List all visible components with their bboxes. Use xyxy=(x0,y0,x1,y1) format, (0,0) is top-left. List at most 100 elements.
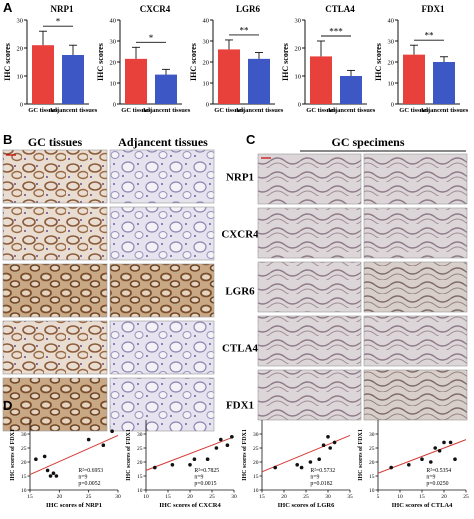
y-tick-label: 30 xyxy=(21,432,27,438)
ihc-specimen-right-fdx1 xyxy=(363,369,468,421)
scatter-xlabel: IHC scores of NRP1 xyxy=(46,502,102,509)
bar-chart-title: FDX1 xyxy=(422,4,445,14)
data-point xyxy=(295,463,300,467)
y-tick-label: 15 xyxy=(253,474,259,480)
bar-chart-ylabel: IHC scores xyxy=(374,43,383,81)
x-category-label: Adjancent tissues xyxy=(142,107,191,114)
marker-label-nrp1: NRP1 xyxy=(226,172,254,184)
x-category-label: Adjancent tissues xyxy=(327,107,376,114)
ihc-specimen-right-ctla4 xyxy=(363,315,468,367)
panel-d-letter: D xyxy=(3,398,12,413)
data-point xyxy=(86,437,91,442)
x-tick-label: 30 xyxy=(325,494,331,500)
x-tick-label: 20 xyxy=(441,494,447,500)
y-tick-label: 30 xyxy=(369,432,375,438)
bar-gc xyxy=(403,54,425,104)
significance-label: ** xyxy=(425,31,435,41)
x-tick-label: 30 xyxy=(115,494,121,500)
data-point xyxy=(429,460,433,464)
scatter-ylabel: IHC scores of FDX1 xyxy=(242,429,248,481)
y-tick-label: 10 xyxy=(110,81,117,88)
y-tick-label: 30 xyxy=(203,39,210,46)
x-tick-label: 15 xyxy=(419,494,425,500)
y-tick-label: 20 xyxy=(137,460,143,466)
data-point xyxy=(453,457,457,462)
y-tick-label: 10 xyxy=(203,81,210,88)
ihc-specimen-right-cxcr4 xyxy=(363,207,468,259)
ihc-specimen-right-lgr6 xyxy=(363,261,468,313)
bar-chart-lgr6: LGR6 IHC scores 0 10 20 30 40 GC tissuesAdjance… xyxy=(189,4,284,114)
bar-gc xyxy=(32,45,54,104)
y-tick-label: 10 xyxy=(388,81,395,88)
ihc-image-gc-fdx1 xyxy=(2,377,108,432)
marker-label-cxcr4: CXCR4 xyxy=(221,229,259,241)
data-point xyxy=(420,457,424,462)
x-tick-label: 5 xyxy=(377,494,380,500)
y-tick-label: 30 xyxy=(17,18,24,25)
y-tick-label: 25 xyxy=(137,446,143,452)
data-point xyxy=(225,443,230,448)
data-point xyxy=(214,446,219,450)
x-tick-label: 25 xyxy=(86,494,92,500)
bar-chart-ylabel: IHC scores xyxy=(3,43,12,81)
x-category-label: GC tissues xyxy=(121,107,151,114)
x-category-label: GC tissues xyxy=(399,107,429,114)
data-point xyxy=(48,474,53,478)
data-point xyxy=(326,435,330,439)
x-tick-label: 15 xyxy=(259,494,265,500)
y-tick-label: 10 xyxy=(21,488,27,494)
y-tick-label: 0 xyxy=(391,102,394,109)
scatter-xlabel: IHC scores of LGR6 xyxy=(278,502,336,509)
bar-adjacent xyxy=(155,74,177,104)
bar-chart-fdx1: FDX1 IHC scores 0 10 20 30 40 GC tissuesAdjance… xyxy=(374,4,469,114)
data-point xyxy=(192,457,197,462)
panel-c-header: GC specimens xyxy=(332,135,405,149)
data-point xyxy=(188,463,192,467)
stat-label: R²=0.6953 xyxy=(78,468,103,474)
bar-gc xyxy=(310,56,332,104)
x-category-label: GC tissues xyxy=(28,107,58,114)
y-tick-label: 20 xyxy=(295,46,302,53)
data-point xyxy=(45,468,50,473)
bar-adjacent xyxy=(248,58,270,104)
significance-label: * xyxy=(56,17,61,27)
ihc-specimen-left-nrp1 xyxy=(257,153,362,205)
y-tick-label: 15 xyxy=(21,474,27,480)
bar-chart-cxcr4: CXCR4 IHC scores 0 10 20 30 40 GC tissuesAdjanc… xyxy=(96,4,191,114)
y-tick-label: 20 xyxy=(203,60,210,67)
y-tick-label: 0 xyxy=(298,102,301,109)
x-tick-label: 25 xyxy=(303,494,309,500)
data-point xyxy=(328,446,333,450)
y-tick-label: 10 xyxy=(369,488,375,494)
scatter-ylabel: IHC scores of FDX1 xyxy=(358,429,364,481)
y-tick-label: 10 xyxy=(17,74,24,81)
data-point xyxy=(332,440,337,445)
stat-label: n=9 xyxy=(194,475,203,481)
data-point xyxy=(170,463,175,467)
y-tick-label: 25 xyxy=(253,446,259,452)
data-point xyxy=(54,474,59,478)
panel-a-letter: A xyxy=(3,0,13,15)
stat-label: R²=0.5732 xyxy=(310,468,335,474)
stat-label: p=0.0052 xyxy=(78,481,100,487)
y-tick-label: 25 xyxy=(21,446,27,452)
y-tick-label: 10 xyxy=(253,488,259,494)
x-tick-label: 15 xyxy=(27,494,33,500)
x-tick-label: 15 xyxy=(165,494,171,500)
panel-c-letter: C xyxy=(246,132,256,147)
x-category-label: GC tissues xyxy=(306,107,336,114)
bar-gc xyxy=(125,58,147,104)
x-tick-label: 10 xyxy=(143,494,149,500)
y-tick-label: 0 xyxy=(206,102,209,109)
x-category-label: Adjancent tissues xyxy=(235,107,284,114)
x-tick-label: 25 xyxy=(209,494,215,500)
data-point xyxy=(317,457,322,462)
scatter-plot-2: 10 15 20 25 30 10 15 20 25 30 IHC scores of CXCR4 I… xyxy=(126,420,237,509)
ihc-image-gc-cxcr4 xyxy=(2,206,108,261)
scatter-ylabel: IHC scores of FDX1 xyxy=(10,429,16,481)
stat-label: p=0.0015 xyxy=(194,481,216,487)
